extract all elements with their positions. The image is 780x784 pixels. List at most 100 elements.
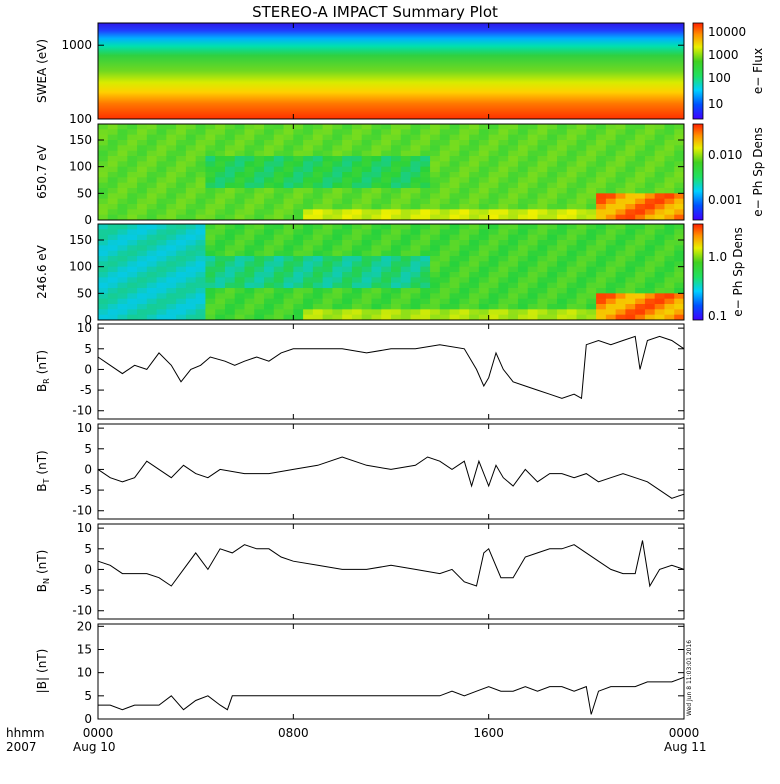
heatmap-cell [107,204,119,210]
heatmap-cell [205,209,216,216]
heatmap-cell [527,224,538,230]
heatmap-cell [215,261,226,268]
heatmap-cell [439,256,451,262]
y-tick-label: -5 [80,483,92,497]
heatmap-cell [625,140,636,146]
heatmap-cell [205,293,216,300]
heatmap-cell [449,129,460,136]
heatmap-cell [420,266,431,273]
heatmap-cell [400,224,412,230]
heatmap-cell [332,209,343,216]
heatmap-cell [420,172,431,178]
heatmap-cell [566,209,578,216]
heatmap-cell [557,309,568,316]
ylabel-bmag-unit: (nT) [35,649,49,673]
heatmap-cell [488,288,499,294]
heatmap-cell [596,161,607,168]
heatmap-cell [137,124,148,130]
heatmap-cell [410,240,421,246]
heatmap-cell [420,293,431,300]
heatmap-cell [185,250,197,257]
heatmap-cell [264,129,275,136]
heatmap-cell [98,188,109,194]
heatmap-cell [351,304,363,310]
heatmap-cell [176,261,187,268]
heatmap-cell [625,250,636,257]
heatmap-cell [625,161,636,168]
heatmap-cell [137,272,148,278]
heatmap-cell [391,140,402,146]
heatmap-cell [146,261,158,268]
heatmap-cell [312,277,324,284]
heatmap-cell [283,256,294,262]
heatmap-cell [674,288,685,294]
heatmap-cell [137,293,148,300]
heatmap-cell [498,261,509,268]
heatmap-cell [517,124,529,130]
heatmap-cell [322,304,333,310]
heatmap-cell [166,177,177,184]
y-tick-label: 0 [84,712,92,726]
heatmap-cell [176,172,187,178]
heatmap-cell [195,134,206,141]
heatmap-cell [244,234,255,241]
heatmap-cell [234,156,245,162]
heatmap-cell [381,172,392,178]
heatmap-cell [312,250,324,257]
heatmap-cell [537,272,548,278]
heatmap-cell [342,204,353,210]
heatmap-cell [107,298,119,305]
heatmap-cell [303,124,314,130]
heatmap-cell [303,198,314,205]
heatmap-cell [644,272,656,278]
heatmap-cell [254,314,265,321]
heatmap-cell [605,234,617,241]
heatmap-cell [264,161,275,168]
heatmap-cell [176,214,187,221]
heatmap-cell [420,272,431,278]
heatmap-cell [635,250,646,257]
heatmap-cell [654,214,665,221]
heatmap-cell [527,234,538,241]
heatmap-cell [166,272,177,278]
heatmap-cell [625,150,636,157]
heatmap-cell [644,282,656,289]
heatmap-cell [312,314,324,321]
heatmap-cell [351,124,363,130]
heatmap-cell [205,282,216,289]
heatmap-cell [527,182,538,189]
heatmap-cell [478,266,490,273]
heatmap-cell [586,124,597,130]
heatmap-cell [410,250,421,257]
heatmap-cell [332,272,343,278]
heatmap-cell [322,214,333,221]
heatmap-cell [488,198,499,205]
heatmap-cell [439,240,451,246]
heatmap-cell [615,309,626,316]
heatmap-cell [293,309,304,316]
heatmap-cell [410,156,421,162]
heatmap-cell [391,293,402,300]
heatmap-cell [224,250,236,257]
heatmap-cell [557,129,568,136]
heatmap-cell [654,172,665,178]
heatmap-cell [586,266,597,273]
heatmap-cell [400,272,412,278]
heatmap-cell [312,172,324,178]
heatmap-cell [449,234,460,241]
heatmap-cell [488,193,499,200]
heatmap-cell [303,261,314,268]
heatmap-cell [371,288,382,294]
heatmap-cell [674,229,685,236]
heatmap-cell [361,261,372,268]
heatmap-cell [557,140,568,146]
heatmap-cell [449,224,460,230]
heatmap-cell [508,156,519,162]
heatmap-cell [527,134,538,141]
heatmap-cell [176,182,187,189]
heatmap-cell [322,309,333,316]
heatmap-cell [244,188,255,194]
heatmap-cell [430,309,441,316]
heatmap-cell [332,198,343,205]
